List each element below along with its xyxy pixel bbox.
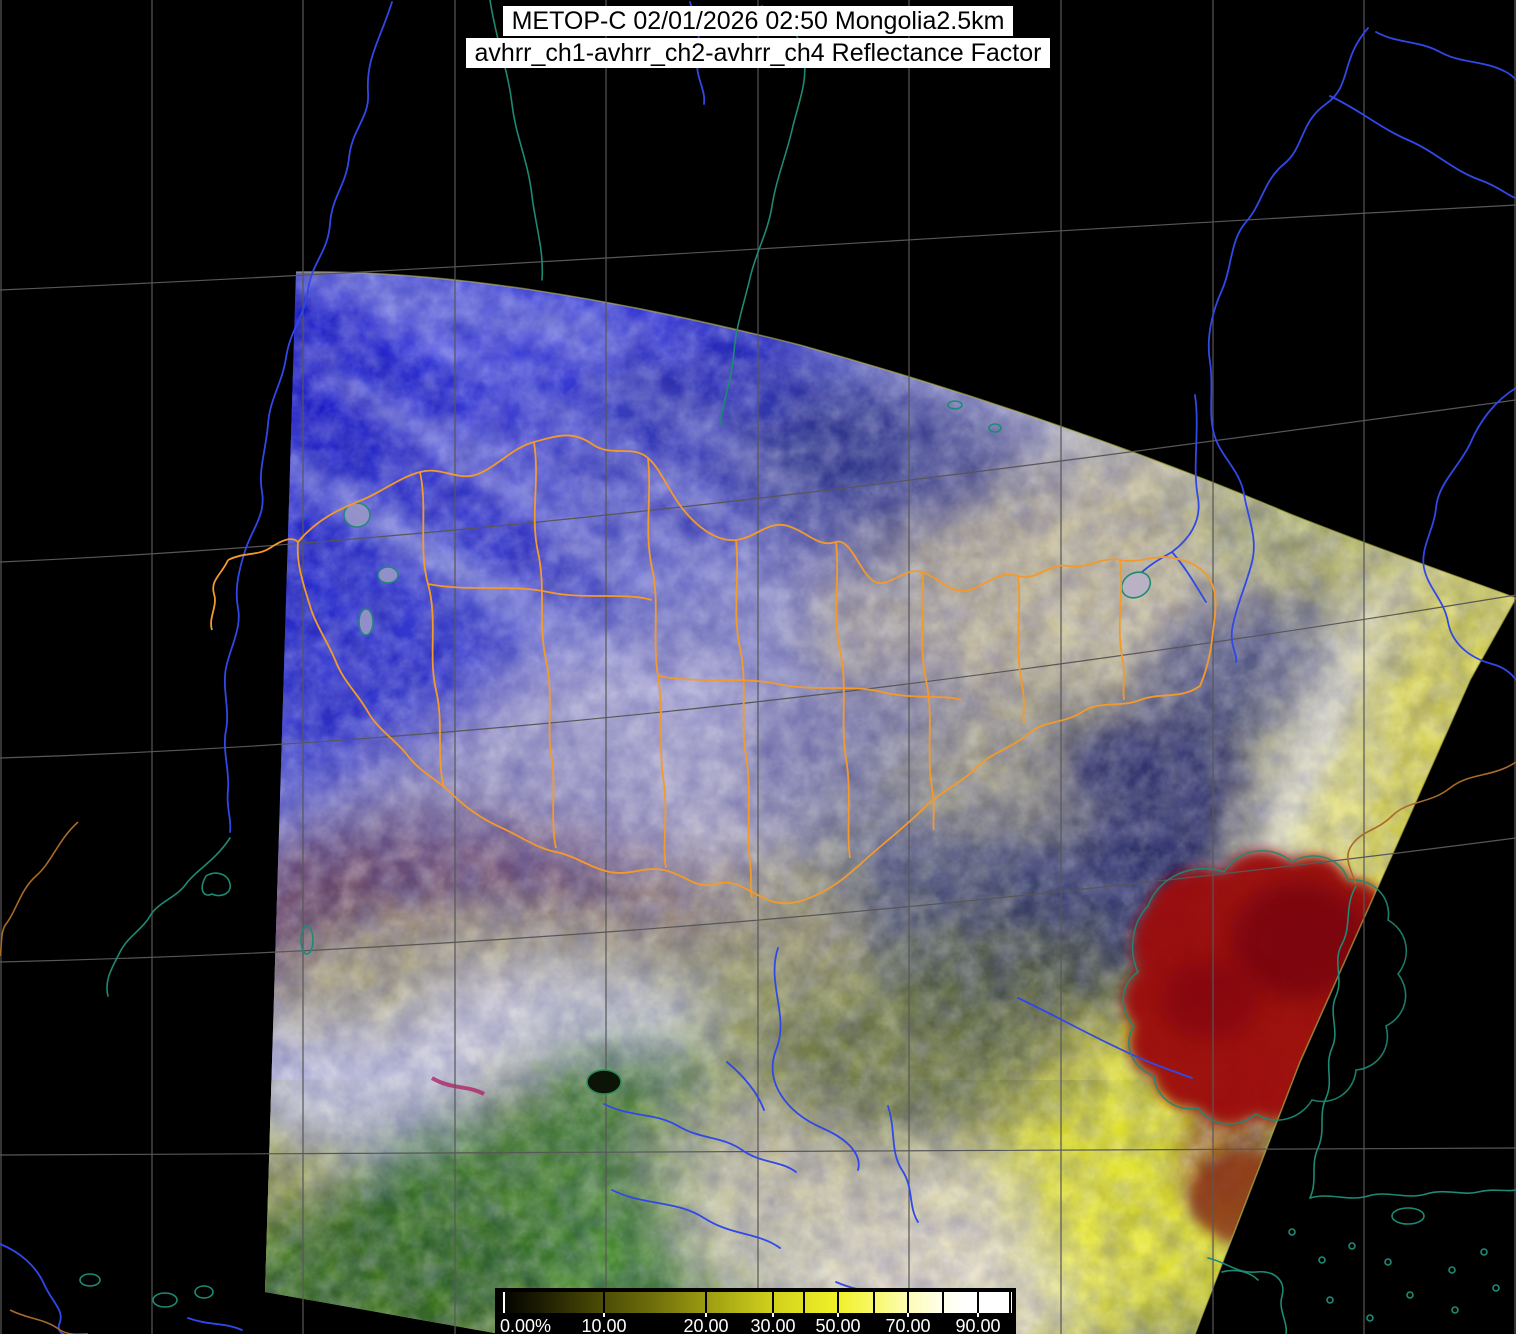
swath-edge (295, 271, 1516, 1334)
colorbar-tick-70 (907, 1292, 909, 1313)
colorbar-tick-100 (1009, 1292, 1011, 1313)
country-borders (210, 434, 1217, 905)
colorbar-tick-10 (603, 1292, 605, 1313)
colorbar-label-30: 30.00 (750, 1316, 796, 1334)
colorbar-tick-30 (772, 1292, 774, 1313)
secondary-borders (0, 761, 1516, 1334)
colorbar-label-0: 0.00% (500, 1316, 552, 1334)
colorbar-tick-50 (837, 1292, 839, 1313)
colorbar-tick-80 (942, 1292, 944, 1313)
colorbar-tick-60 (873, 1292, 875, 1313)
colorbar-tick-40 (803, 1292, 805, 1313)
coastlines (79, 0, 1516, 1334)
reflectance-colorbar: 0.00% 10.00 20.00 30.00 50.00 70.00 90.0… (495, 1288, 1016, 1334)
product-title: METOP-C 02/01/2026 02:50 Mongolia2.5km (502, 6, 1014, 36)
title-bar: METOP-C 02/01/2026 02:50 Mongolia2.5km a… (0, 6, 1516, 68)
colorbar-tick-90 (977, 1292, 979, 1313)
colorbar-label-70: 70.00 (885, 1316, 931, 1334)
colorbar-label-20: 20.00 (683, 1316, 729, 1334)
colorbar-tick-20 (705, 1292, 707, 1313)
colorbar-gradient (499, 1292, 1012, 1313)
product-subtitle: avhrr_ch1-avhrr_ch2-avhrr_ch4 Reflectanc… (465, 38, 1051, 68)
colorbar-tick-0 (503, 1292, 505, 1313)
colorbar-label-50: 50.00 (815, 1316, 861, 1334)
colorbar-label-10: 10.00 (581, 1316, 627, 1334)
colorbar-label-90: 90.00 (955, 1316, 1001, 1334)
